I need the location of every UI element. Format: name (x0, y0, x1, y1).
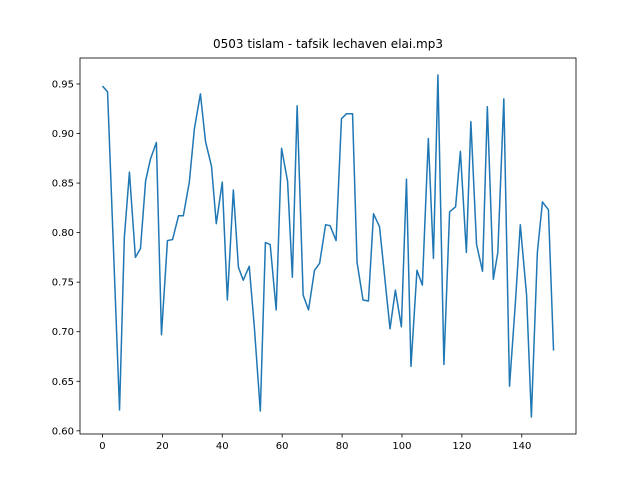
x-tick-label: 60 (276, 441, 289, 452)
x-tick-label: 120 (452, 441, 471, 452)
x-tick-label: 0 (99, 441, 105, 452)
x-tick-label: 40 (216, 441, 229, 452)
y-tick-label: 0.60 (52, 426, 74, 437)
y-tick-label: 0.75 (52, 278, 74, 289)
chart-title: 0503 tislam - tafsik lechaven elai.mp3 (213, 37, 443, 51)
x-tick-label: 100 (392, 441, 411, 452)
y-tick-label: 0.80 (52, 228, 74, 239)
x-tick-label: 20 (156, 441, 169, 452)
data-line (101, 74, 555, 418)
plot-frame (79, 57, 577, 435)
x-tick-label: 140 (512, 441, 531, 452)
y-tick-label: 0.70 (52, 327, 74, 338)
y-tick-label: 0.90 (52, 129, 74, 140)
y-tick-label: 0.85 (52, 179, 74, 190)
y-tick-label: 0.65 (52, 377, 74, 388)
y-tick-label: 0.95 (52, 79, 74, 90)
x-tick-label: 80 (336, 441, 349, 452)
